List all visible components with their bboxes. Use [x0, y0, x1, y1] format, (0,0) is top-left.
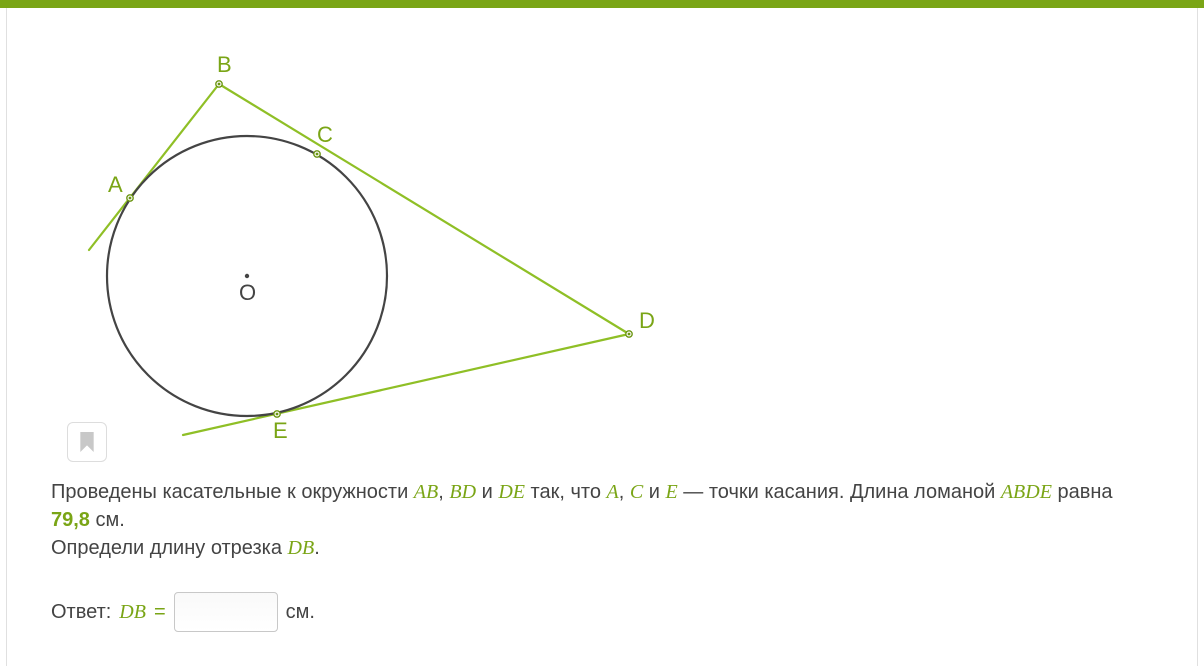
text-unit1: см.: [90, 509, 125, 531]
text-mid2: — точки касания. Длина ломаной: [678, 481, 1001, 503]
answer-label: Ответ:: [51, 601, 111, 624]
top-bar: [0, 0, 1204, 8]
text-line2-suffix: .: [314, 537, 320, 559]
svg-text:O: O: [239, 280, 256, 305]
answer-var: DB: [119, 601, 146, 624]
svg-text:A: A: [108, 172, 123, 197]
math-ABDE: ABDE: [1001, 481, 1052, 503]
text-and1: и: [476, 481, 498, 503]
math-BD: BD: [449, 481, 476, 503]
page-card: OABCDE Проведены касательные к окружност…: [6, 8, 1198, 666]
svg-text:C: C: [317, 122, 333, 147]
math-DE: DE: [498, 481, 525, 503]
text-line2-prefix: Определи длину отрезка: [51, 537, 288, 559]
text-mid1: так, что: [525, 481, 607, 503]
math-E: E: [666, 481, 678, 503]
value-length: 79,8: [51, 509, 90, 531]
math-AB: AB: [414, 481, 438, 503]
answer-unit: см.: [286, 601, 315, 624]
text-sep2: ,: [619, 481, 630, 503]
diagram-area: O A B C D E: [7, 8, 1197, 448]
math-DB: DB: [288, 537, 315, 559]
text-and2: и: [643, 481, 665, 503]
problem-text: Проведены касательные к окружности AB, B…: [7, 448, 1197, 582]
answer-equals: =: [154, 601, 166, 624]
svg-text:E: E: [273, 418, 288, 443]
answer-input[interactable]: [174, 592, 278, 632]
bookmark-button[interactable]: [67, 422, 107, 462]
text-sep1: ,: [438, 481, 449, 503]
svg-text:D: D: [639, 308, 655, 333]
tangent-circle-diagram: O A B C D E: [55, 32, 695, 452]
svg-text:B: B: [217, 52, 232, 77]
math-A: A: [607, 481, 619, 503]
bookmark-icon: [79, 432, 95, 452]
text-mid3: равна: [1052, 481, 1113, 503]
text-prefix1: Проведены касательные к окружности: [51, 481, 414, 503]
math-C: C: [630, 481, 643, 503]
answer-row: Ответ: DB = см.: [7, 582, 1197, 662]
